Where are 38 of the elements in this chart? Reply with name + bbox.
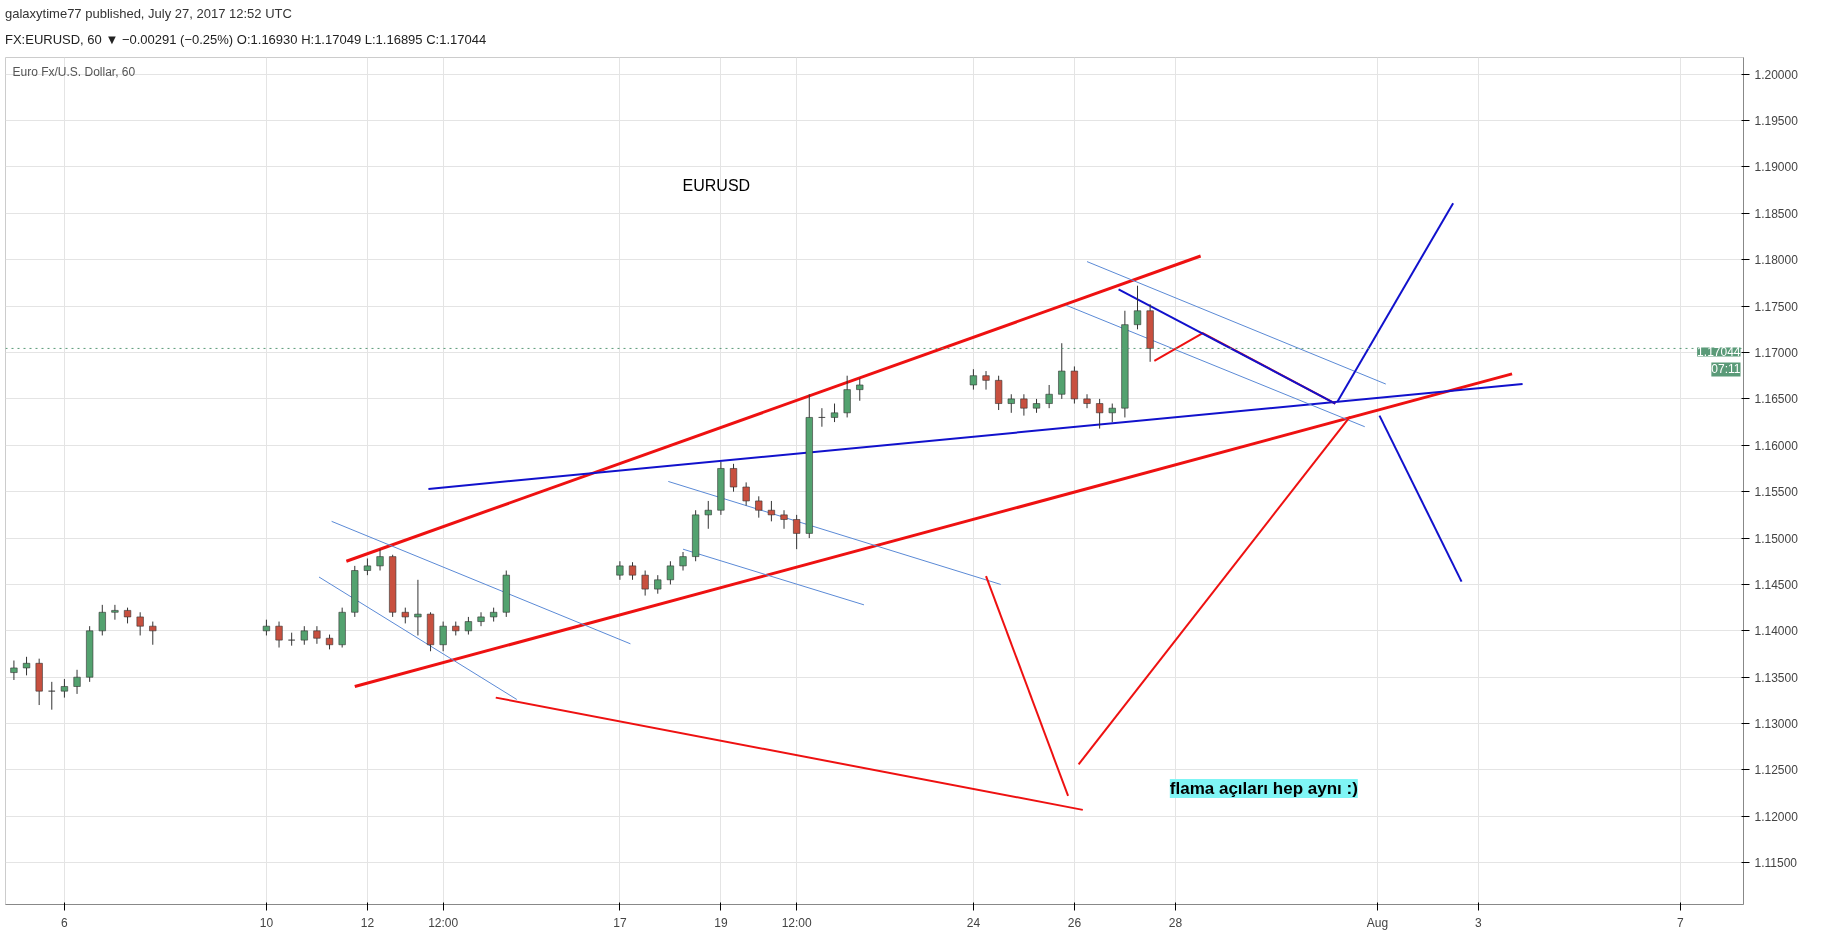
x-tick-label: 12: [360, 915, 375, 930]
y-tick-label: 1.19000: [1754, 160, 1799, 175]
y-tick-label: 1.17500: [1754, 299, 1799, 314]
y-tick-label: 1.12500: [1754, 763, 1799, 778]
x-tick-label: 12:00: [781, 915, 812, 930]
x-tick-label: 10: [259, 915, 274, 930]
y-tick-label: 1.16500: [1754, 392, 1799, 407]
x-tick-label: 26: [1067, 915, 1082, 930]
ref-line-label: 1.17044: [1697, 345, 1741, 360]
y-tick-label: 1.13000: [1754, 717, 1799, 732]
x-tick-label: 3: [1475, 915, 1483, 930]
x-tick-label: 7: [1677, 915, 1685, 930]
y-tick-label: 1.14500: [1754, 577, 1799, 592]
y-tick-label: 1.11500: [1754, 856, 1798, 871]
y-tick-label: 1.14000: [1754, 624, 1799, 639]
x-tick-label: 24: [966, 915, 981, 930]
y-tick-label: 1.18500: [1754, 206, 1799, 221]
y-tick-label: 1.15500: [1754, 485, 1799, 500]
x-tick-label: 6: [61, 915, 69, 930]
text: FX:EURUSD, 60 ▼ −0.00291 (−0.25%) O:1.16930 H:1.17049 L:1.16895 C:1.17044: [5, 31, 487, 49]
y-tick-label: 1.20000: [1754, 67, 1799, 82]
annotation: Euro Fx/U.S. Dollar, 60: [12, 64, 136, 79]
x-tick-label: 28: [1168, 915, 1183, 930]
y-tick-label: 1.16000: [1754, 438, 1799, 453]
y-tick-label: 1.17000: [1754, 346, 1799, 361]
x-tick-label: 17: [613, 915, 627, 930]
x-tick-label: 12:00: [428, 915, 459, 930]
text: galaxytime77 published, July 27, 2017 12:52 UTC: [5, 5, 292, 23]
annotation: flama açıları hep aynı :): [1169, 778, 1358, 798]
y-tick-label: 1.12000: [1754, 809, 1799, 824]
y-tick-label: 1.19500: [1754, 114, 1799, 129]
y-tick-label: 1.13500: [1754, 670, 1799, 685]
annotation: 07:11: [1711, 362, 1741, 377]
x-tick-label: 19: [714, 915, 728, 930]
annotation: EURUSD: [682, 176, 751, 194]
x-tick-label: Aug: [1366, 915, 1389, 930]
y-tick-label: 1.15000: [1754, 531, 1799, 546]
y-tick-label: 1.18000: [1754, 253, 1799, 268]
